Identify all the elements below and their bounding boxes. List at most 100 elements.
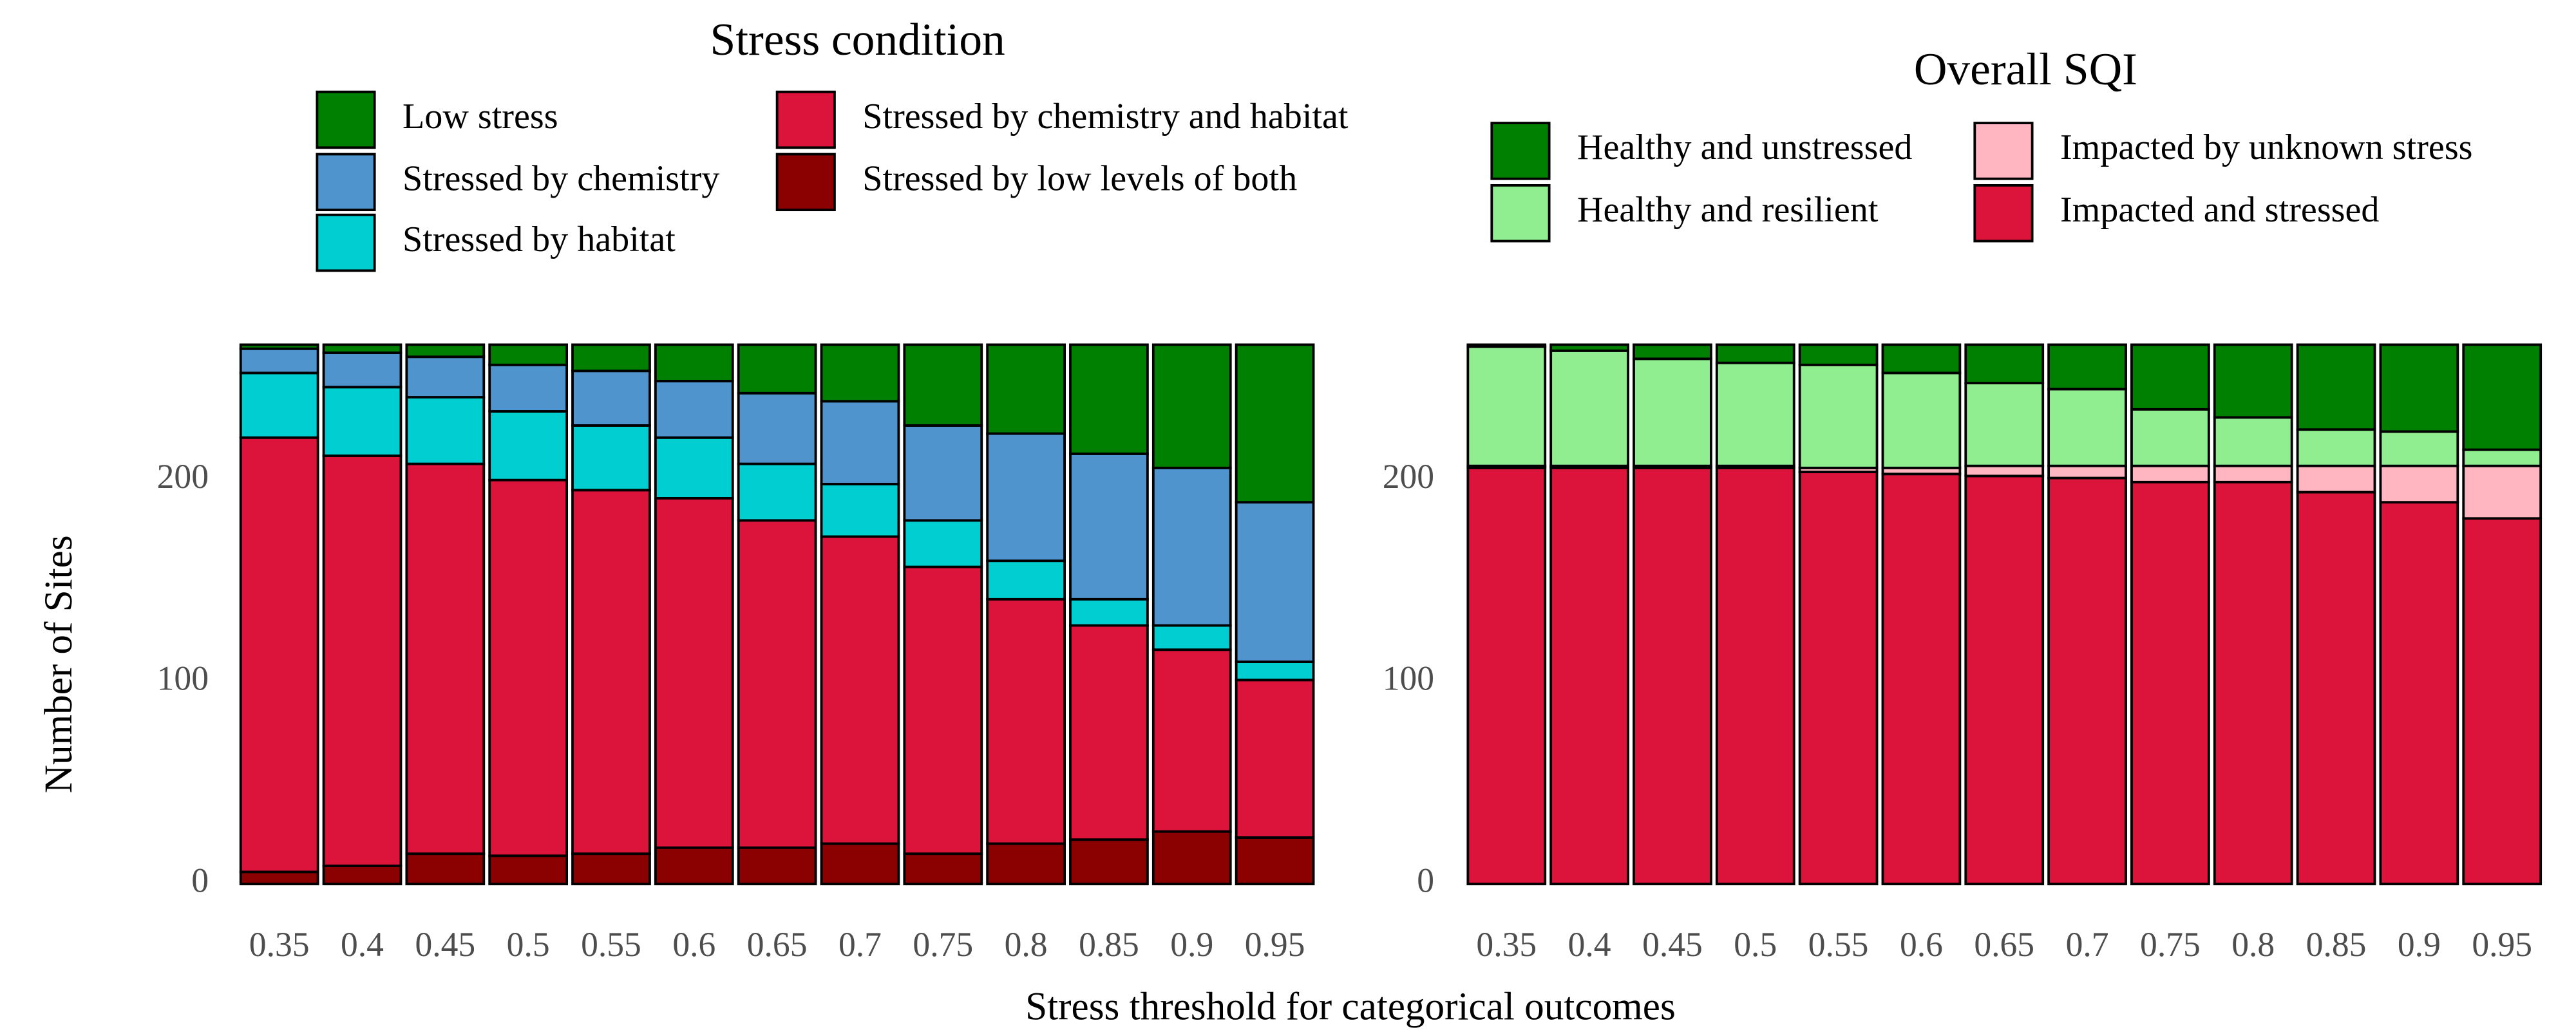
x-tick-label: 0.45 [1642,925,1703,964]
x-tick-label: 0.6 [672,925,715,964]
legend-title: Stress condition [710,14,1005,65]
bar-segment [571,852,651,886]
x-tick-label: 0.4 [341,925,384,964]
x-tick-label: 0.65 [747,925,808,964]
bar-segment [488,343,569,366]
y-axis-label: Number of Sites [37,535,80,793]
bar-segment [2462,464,2543,520]
bar-segment [322,343,402,354]
bar-segment [903,424,983,522]
x-tick-label: 0.95 [2472,925,2532,964]
bar-segment [1798,363,1879,469]
bar-segment [1798,343,1879,366]
x-tick-label: 0.85 [1079,925,1139,964]
legend-label: Healthy and resilient [1577,190,1879,230]
bar-segment [2462,517,2543,886]
bar-segment [239,436,319,874]
bar-segment [2296,428,2376,467]
bar-segment [2296,464,2376,494]
legend-key [316,153,376,212]
bar-segment [2296,491,2376,886]
bar-segment [239,343,319,350]
bar-segment [488,410,569,482]
bar-segment [405,355,486,398]
bar-segment [2047,343,2127,391]
bar-segment [903,343,983,427]
x-tick-label: 0.6 [1900,925,1943,964]
x-tick-label: 0.9 [1170,925,1213,964]
bar-segment [488,363,569,413]
x-tick-label: 0.4 [1568,925,1611,964]
bar-segment [820,535,900,845]
bar-segment [322,386,402,457]
bar-segment [820,343,900,403]
bar-segment [737,391,817,465]
bar-segment [2047,464,2127,480]
legend-label: Stressed by chemistry and habitat [862,97,1349,136]
bar-segment [571,424,651,492]
y-tick-label: 200 [1383,457,1434,496]
bar-segment [1633,466,1712,886]
bar-segment [2462,343,2543,451]
bar-segment [2379,343,2459,433]
bar-segment [903,852,983,886]
bar-segment [571,489,651,856]
x-tick-label: 0.8 [2231,925,2275,964]
legend-key [775,90,836,149]
y-tick-label: 200 [157,457,209,496]
y-tick-label: 0 [191,861,209,900]
bar-segment [737,519,817,849]
bar-segment [1151,624,1232,651]
bar-segment [405,343,486,359]
bar-segment [2296,343,2376,431]
x-tick-label: 0.55 [581,925,641,964]
bar-segment [654,846,734,886]
bar-segment [1466,345,1547,467]
bar-segment [1069,452,1149,601]
bar-segment [1549,349,1629,467]
bar-segment [737,462,817,522]
bar-segment [2379,501,2459,886]
legend-key [1490,122,1551,180]
bar-segment [654,436,734,500]
y-tick-label: 100 [157,659,209,698]
bar-segment [239,371,319,439]
legend-key [1973,183,2034,243]
bar-segment [820,400,900,485]
bar-segment [1069,343,1149,455]
bar-segment [1235,660,1315,682]
bar-segment [1715,343,1795,364]
bar-segment [488,854,569,886]
bar-segment [2130,480,2210,886]
legend-label: Low stress [402,97,558,136]
legend-title: Overall SQI [1914,44,2137,95]
bar-segment [2213,464,2293,483]
bar-segment [2130,407,2210,467]
bar-segment [2213,343,2293,419]
bar-segment [1069,597,1149,627]
bar-segment [1151,466,1232,627]
bar-segment [2462,448,2543,467]
x-tick-label: 0.65 [1974,925,2034,964]
y-tick-label: 0 [1417,861,1434,900]
x-tick-label: 0.75 [913,925,973,964]
bar-segment [1633,357,1712,467]
x-tick-label: 0.5 [1734,925,1777,964]
legend-label: Stressed by low levels of both [862,159,1297,199]
bar-segment [239,347,319,375]
bar-segment [2213,480,2293,886]
y-tick-label: 100 [1383,659,1434,698]
bar-segment [1964,382,2045,467]
legend-label: Healthy and unstressed [1577,127,1912,167]
x-axis-label: Stress threshold for categorical outcome… [1025,984,1676,1028]
x-tick-label: 0.95 [1245,925,1305,964]
x-tick-label: 0.55 [1808,925,1869,964]
bar-segment [1964,474,2045,886]
bar-segment [1151,343,1232,469]
bar-segment [1151,648,1232,833]
bar-segment [1235,343,1315,504]
legend-label: Stressed by habitat [402,220,676,259]
x-tick-label: 0.5 [507,925,550,964]
bar-segment [903,519,983,568]
